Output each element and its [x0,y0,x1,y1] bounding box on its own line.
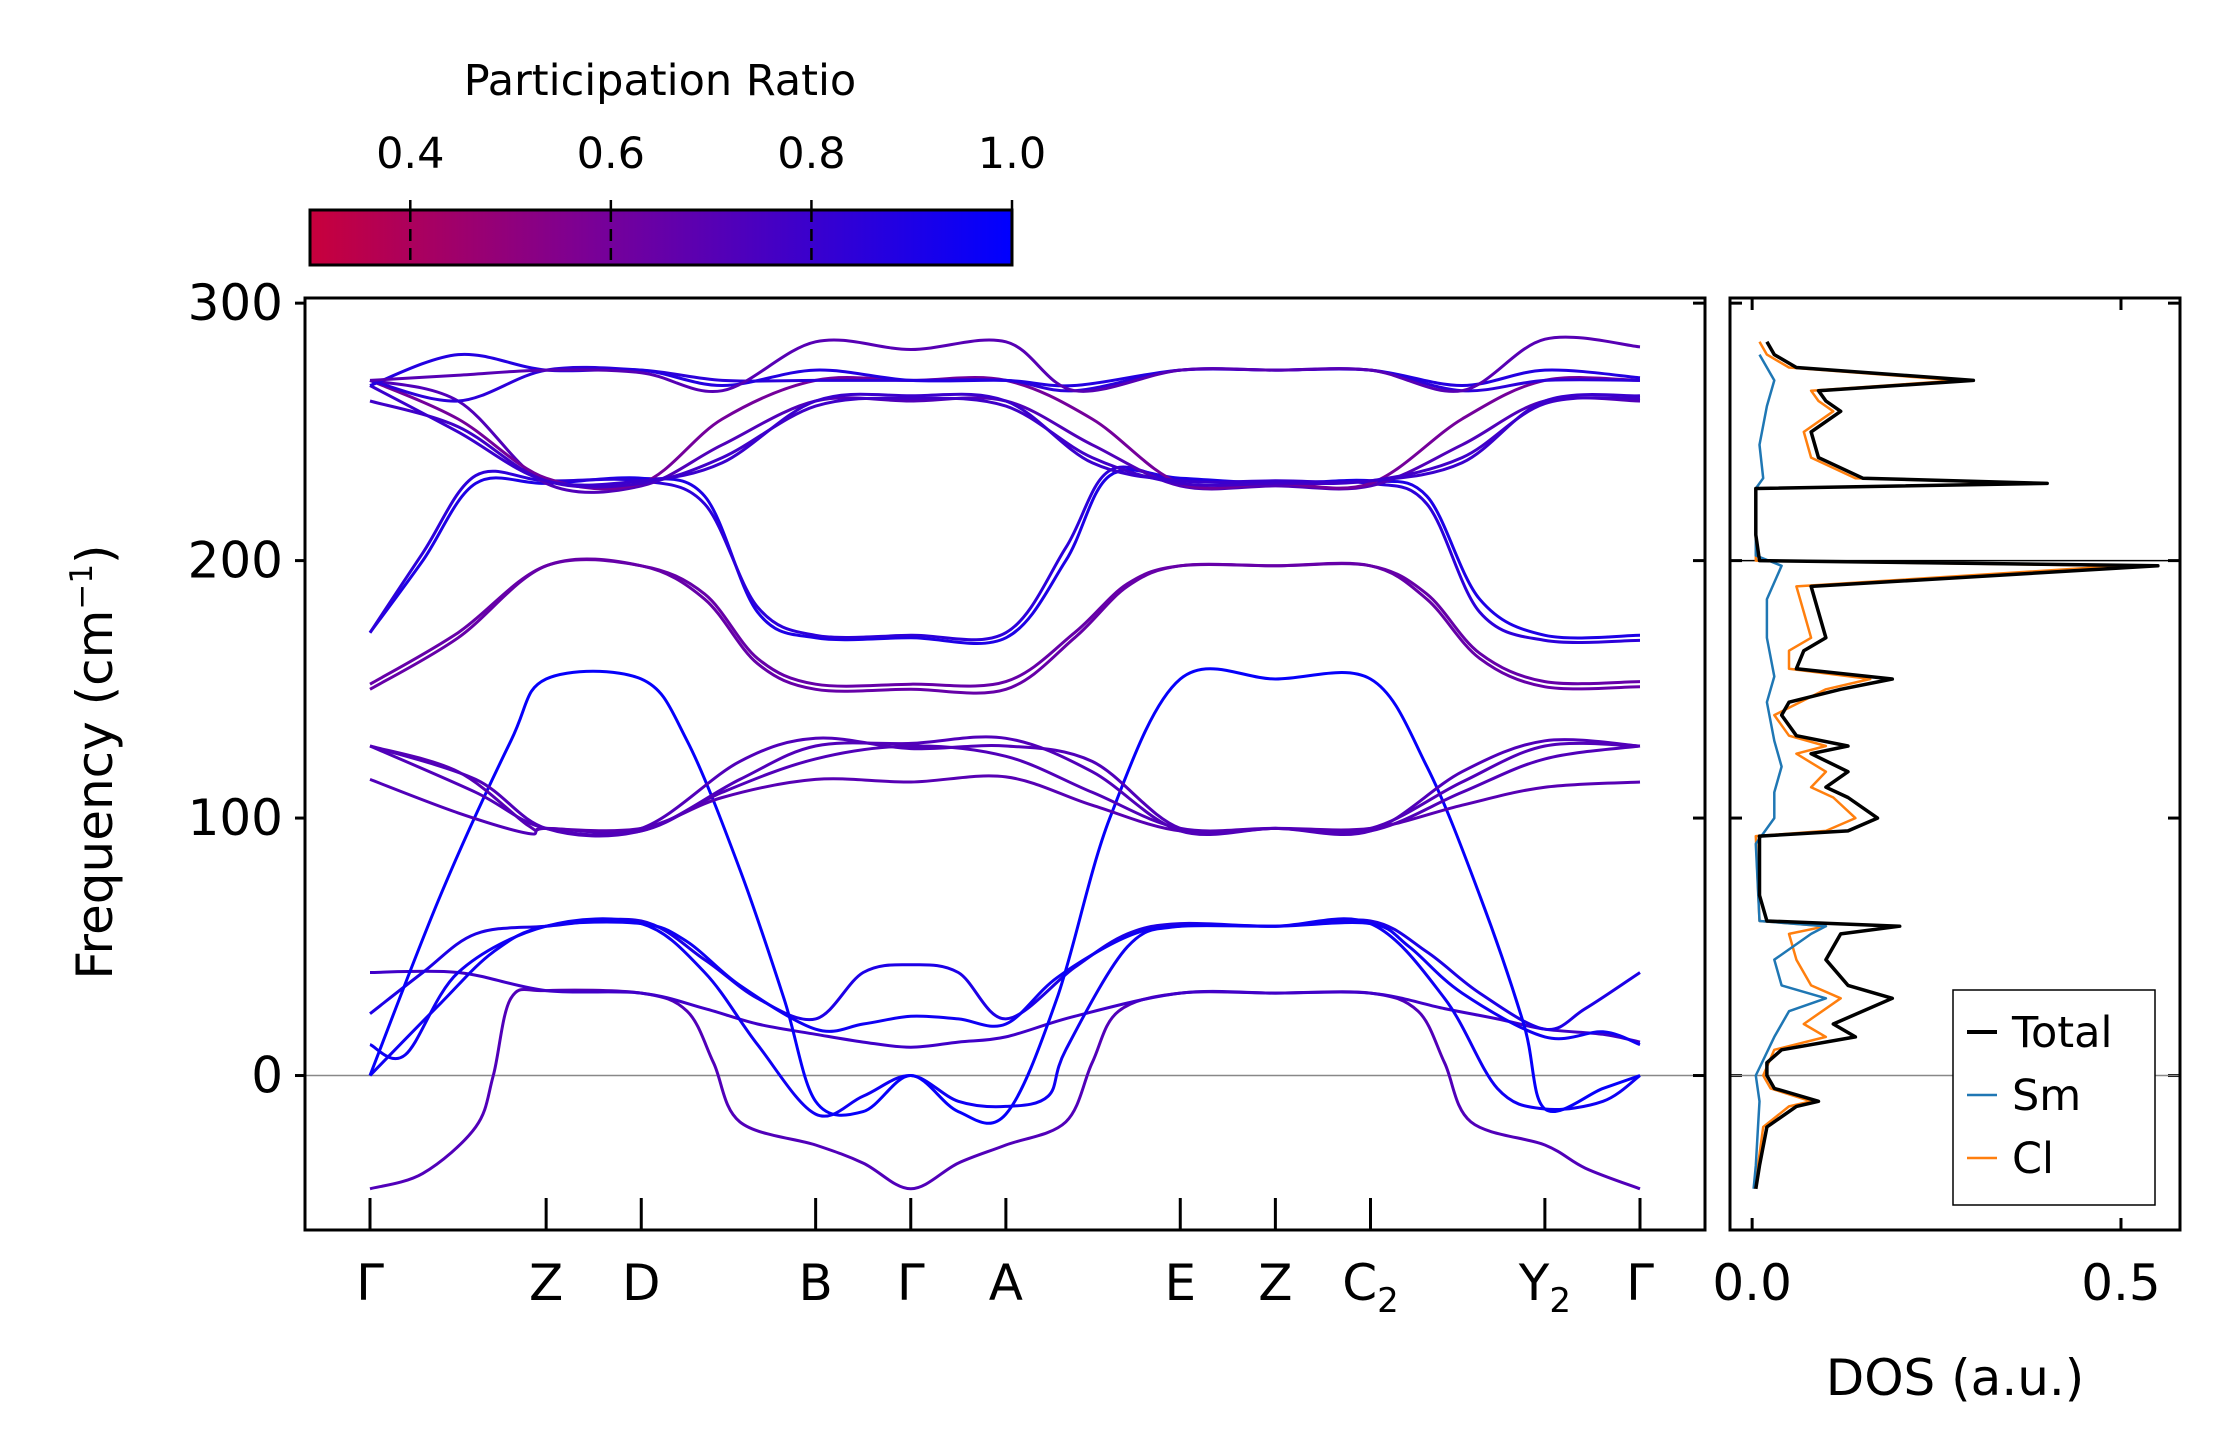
dos-series-group [1752,340,2160,1190]
dos-frame [1728,296,2182,1232]
phonon-band-6 [368,667,1641,1125]
kpoint-label: Γ [897,1254,925,1312]
y-axis-ticks: 0 100 200 300 [188,274,2180,1105]
phonon-band-2 [369,969,1641,1049]
phonon-band-10 [369,736,1641,837]
kpoint-label: A [989,1254,1023,1312]
y-tick-label: 200 [188,532,283,590]
phonon-band-15 [369,378,1641,494]
dos-panel: 0.0 0.5 DOS (a.u.) Total Sm Cl [1712,296,2182,1407]
legend-label-sm: Sm [2012,1071,2081,1121]
legend: Total Sm Cl [1952,989,2156,1206]
phonon-band-3 [369,917,1641,1031]
bands-group [368,335,1641,1191]
dos-x-axis-label: DOS (a.u.) [1826,1349,2085,1407]
phonon-band-8 [369,744,1641,834]
kpoint-label: Γ [356,1254,384,1312]
colorbar-tick-label: 0.4 [376,129,444,179]
dos-series-cl [1753,341,2123,1189]
legend-label-cl: Cl [2012,1134,2054,1184]
dos-x-tick-label: 0.0 [1712,1254,1792,1312]
colorbar-label: Participation Ratio [464,56,857,106]
colorbar-gradient [308,208,1014,267]
phonon-band-21 [369,335,1641,394]
y-axis-label-main: Frequency (cm [66,610,124,980]
kpoint-label: D [622,1254,661,1312]
colorbar-tick-label: 1.0 [978,129,1046,179]
phonon-band-4 [368,920,1641,1077]
legend-box [1952,989,2156,1206]
kpoint-label: Z [1258,1254,1292,1312]
y-tick-label: 300 [188,274,283,332]
colorbar-ticks: 0.4 0.6 0.8 1.0 [376,129,1046,265]
kpoint-label: B [798,1254,832,1312]
dos-series-total [1754,340,2160,1190]
dos-series-sm [1752,353,1828,1189]
dispersion-panel: 0 100 200 300 Γ Z D B Γ A E Z C2 Y2 Γ Frequency (cm−1… [64,274,2180,1321]
phonon-band-14 [368,465,1641,644]
dos-axis-ticks: 0.0 0.5 [1712,298,2161,1312]
phonon-band-16 [369,376,1641,491]
phonon-band-18 [369,384,1641,487]
phonon-band-12 [369,558,1641,688]
x-axis-kpoint-ticks: Γ Z D B Γ A E Z C2 Y2 Γ [356,1198,1654,1321]
kpoint-label: Y2 [1518,1254,1571,1321]
y-axis-label: Frequency (cm−1) [64,544,124,979]
kpoint-label: C2 [1342,1254,1399,1321]
y-tick-label: 100 [188,789,283,847]
dos-x-tick-label: 0.5 [2081,1254,2161,1312]
y-axis-label-close: ) [66,544,124,564]
legend-items: Total Sm Cl [1967,1008,2112,1184]
phonon-band-1 [369,987,1641,1191]
phonon-band-5 [369,917,1641,1118]
kpoint-label: Γ [1626,1254,1654,1312]
kpoint-label: Z [529,1254,563,1312]
kpoint-label: E [1164,1254,1196,1312]
colorbar-tick-label: 0.6 [577,129,645,179]
y-tick-label: 0 [251,1047,283,1105]
colorbar-tick-label: 0.8 [777,129,845,179]
phonon-band-17 [369,396,1641,489]
y-axis-label-sup: −1 [64,564,100,610]
legend-label-total: Total [2011,1008,2112,1058]
colorbar: Participation Ratio 0.4 0.6 0.8 1.0 [308,56,1046,267]
